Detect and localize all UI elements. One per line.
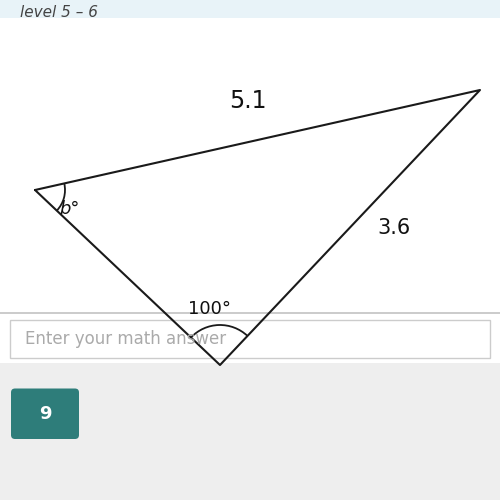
Text: b°: b°: [60, 200, 80, 218]
Text: 3.6: 3.6: [378, 218, 411, 238]
Text: 5.1: 5.1: [229, 88, 266, 112]
Bar: [0, 312, 500, 314]
Bar: [0, 0, 500, 18]
Text: 9: 9: [39, 405, 52, 423]
Bar: [0, 362, 500, 500]
Text: Enter your math answer: Enter your math answer: [25, 330, 226, 348]
Bar: [0, 18, 500, 312]
Bar: [0, 312, 500, 362]
FancyBboxPatch shape: [10, 320, 490, 358]
FancyBboxPatch shape: [11, 388, 79, 439]
Text: level 5 – 6: level 5 – 6: [20, 5, 98, 20]
Text: 100°: 100°: [188, 300, 232, 318]
